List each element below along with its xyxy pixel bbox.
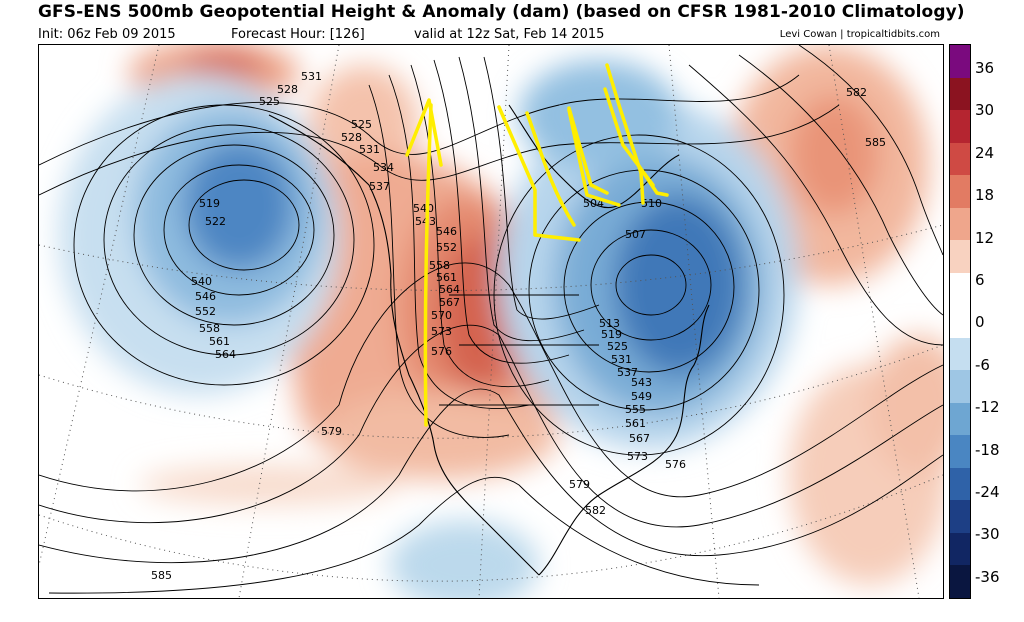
- contour-label: 540: [413, 202, 434, 215]
- contour-label: 564: [439, 283, 460, 296]
- contour-label: 585: [865, 136, 886, 149]
- contour-label: 567: [629, 432, 650, 445]
- contour-label: 555: [625, 403, 646, 416]
- contour-label: 552: [195, 305, 216, 318]
- colorbar-swatch: [950, 207, 970, 241]
- colorbar-label: 0: [975, 313, 985, 332]
- colorbar-label: 36: [975, 59, 995, 77]
- author-credit: Levi Cowan | tropicaltidbits.com: [779, 29, 940, 40]
- contour-label: 537: [369, 180, 390, 193]
- colorbar-swatch: [950, 467, 970, 501]
- weather-map: 531 528 525 525 528 531 534 537 540 543 …: [38, 44, 944, 599]
- colorbar-swatch: [950, 240, 970, 273]
- contour-label: 561: [436, 271, 457, 284]
- contour-label: 576: [431, 345, 452, 358]
- colorbar-label: -12: [975, 398, 1000, 417]
- contour-label: 525: [259, 95, 280, 108]
- contour-label: 585: [151, 569, 172, 582]
- contour-label: 507: [625, 228, 646, 241]
- anomaly-shading: [59, 45, 943, 598]
- contour-label: 531: [611, 353, 632, 366]
- contour-label: 519: [601, 328, 622, 341]
- contour-label: 579: [321, 425, 342, 438]
- colorbar-label: 24: [975, 143, 995, 162]
- contour-label: 579: [569, 478, 590, 491]
- contour-label: 519: [199, 197, 220, 210]
- contour-label: 564: [215, 348, 236, 361]
- contour-label: 573: [431, 325, 452, 338]
- colorbar-swatch: [950, 272, 970, 306]
- contour-label: 531: [301, 70, 322, 83]
- contour-label: 582: [846, 86, 867, 99]
- graticule: [39, 45, 943, 598]
- chart-title: GFS-ENS 500mb Geopotential Height & Anom…: [38, 2, 965, 22]
- contour-label: 543: [631, 376, 652, 389]
- colorbar-swatch: [950, 305, 970, 338]
- colorbar-label: 12: [975, 228, 995, 247]
- contour-label: 582: [585, 504, 606, 517]
- colorbar-label: 30: [975, 101, 995, 120]
- contour-label: 561: [625, 417, 646, 430]
- colorbar-label: 6: [975, 271, 985, 289]
- contour-label: 537: [617, 366, 638, 379]
- colorbar-swatch: [950, 532, 970, 566]
- contour-label: 525: [351, 118, 372, 131]
- contour-label: 558: [199, 322, 220, 335]
- colorbar-swatch: [950, 77, 970, 111]
- contour-label: 576: [665, 458, 686, 471]
- anomaly-colorbar: [949, 44, 971, 599]
- contour-label: 552: [436, 241, 457, 254]
- contour-label: 558: [429, 259, 450, 272]
- colorbar-swatch: [950, 175, 970, 208]
- contour-label: 510: [641, 197, 662, 210]
- contour-label: 531: [359, 143, 380, 156]
- contour-label: 549: [631, 390, 652, 403]
- contour-label: 546: [195, 290, 216, 303]
- forecast-hour: Forecast Hour: [126]: [231, 27, 365, 42]
- contour-label: 546: [436, 225, 457, 238]
- contour-label: 522: [205, 215, 226, 228]
- colorbar-label: -6: [975, 355, 990, 374]
- colorbar-swatch: [950, 435, 970, 468]
- height-contours: [39, 45, 943, 594]
- colorbar-swatch: [950, 45, 970, 78]
- colorbar-swatch: [950, 370, 970, 403]
- colorbar-labels: 36 30 24 18 12 6 0 -6 -12 -18 -24 -30 -3…: [975, 44, 1020, 597]
- annotation-marks: [405, 63, 669, 427]
- colorbar-swatch: [950, 500, 970, 533]
- contour-label: 528: [277, 83, 298, 96]
- colorbar-label: -30: [975, 525, 1000, 544]
- colorbar-swatch: [950, 110, 970, 143]
- colorbar-swatch: [950, 402, 970, 436]
- colorbar-label: 18: [975, 186, 995, 205]
- colorbar-swatch: [950, 142, 970, 176]
- valid-time: valid at 12z Sat, Feb 14 2015: [414, 27, 605, 42]
- contour-label: 540: [191, 275, 212, 288]
- contour-label: 534: [373, 161, 394, 174]
- init-time: Init: 06z Feb 09 2015: [38, 27, 176, 42]
- contour-label: 561: [209, 335, 230, 348]
- contour-label: 573: [627, 450, 648, 463]
- colorbar-label: -36: [975, 567, 1000, 586]
- contour-label: 570: [431, 309, 452, 322]
- contour-label: 525: [607, 340, 628, 353]
- colorbar-label: -24: [975, 483, 1000, 501]
- colorbar-swatch: [950, 337, 970, 371]
- colorbar-label: -18: [975, 440, 1000, 459]
- colorbar-swatch: [950, 565, 970, 598]
- contour-label: 528: [341, 131, 362, 144]
- contour-label: 567: [439, 296, 460, 309]
- contour-label: 513: [599, 317, 620, 330]
